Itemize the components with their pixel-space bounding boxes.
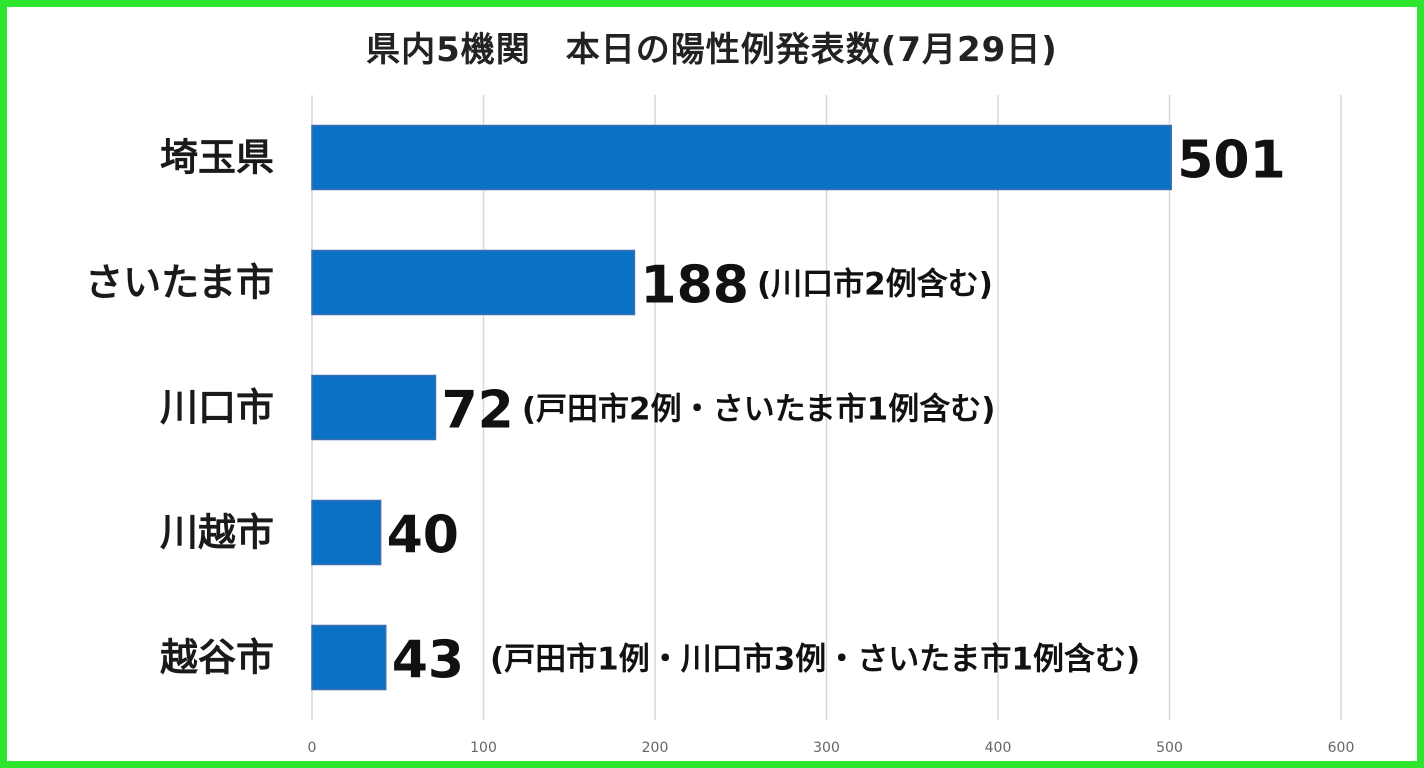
bar: [311, 624, 387, 691]
annotation-label: (戸田市1例・川口市3例・さいたま市1例含む): [490, 642, 1140, 678]
x-tick-label: 300: [813, 740, 840, 756]
bar: [311, 249, 636, 316]
bar: [311, 499, 382, 566]
x-tick-label: 100: [470, 740, 497, 756]
annotation-label: (戸田市2例・さいたま市1例含む): [522, 392, 996, 428]
category-label: 埼玉県: [160, 136, 274, 180]
x-tick-label: 200: [642, 740, 669, 756]
category-label: さいたま市: [85, 261, 274, 305]
category-label: 川越市: [160, 511, 274, 555]
gridlines: [311, 95, 1342, 720]
labels: 埼玉県 501 さいたま市 188 (川口市2例含む) 川口市 72 (戸田市2例・さいたま市…: [85, 131, 1286, 691]
x-axis-ticks: 0 100 200 300 400 500 600: [308, 740, 1355, 756]
data-label: 72: [441, 381, 513, 441]
x-tick-label: 600: [1328, 740, 1355, 756]
bars: [311, 124, 1172, 691]
annotation-label: (川口市2例含む): [757, 267, 993, 303]
x-tick-label: 0: [308, 740, 317, 756]
bar: [311, 124, 1172, 191]
chart-title: 県内5機関 本日の陽性例発表数(7月29日): [366, 30, 1058, 70]
x-tick-label: 400: [985, 740, 1012, 756]
category-label: 越谷市: [160, 636, 274, 680]
category-label: 川口市: [160, 386, 274, 430]
data-label: 40: [387, 506, 459, 566]
x-tick-label: 500: [1156, 740, 1183, 756]
bar: [311, 374, 437, 441]
data-label: 501: [1177, 131, 1286, 191]
data-label: 188: [640, 256, 749, 316]
data-label: 43: [392, 631, 464, 691]
